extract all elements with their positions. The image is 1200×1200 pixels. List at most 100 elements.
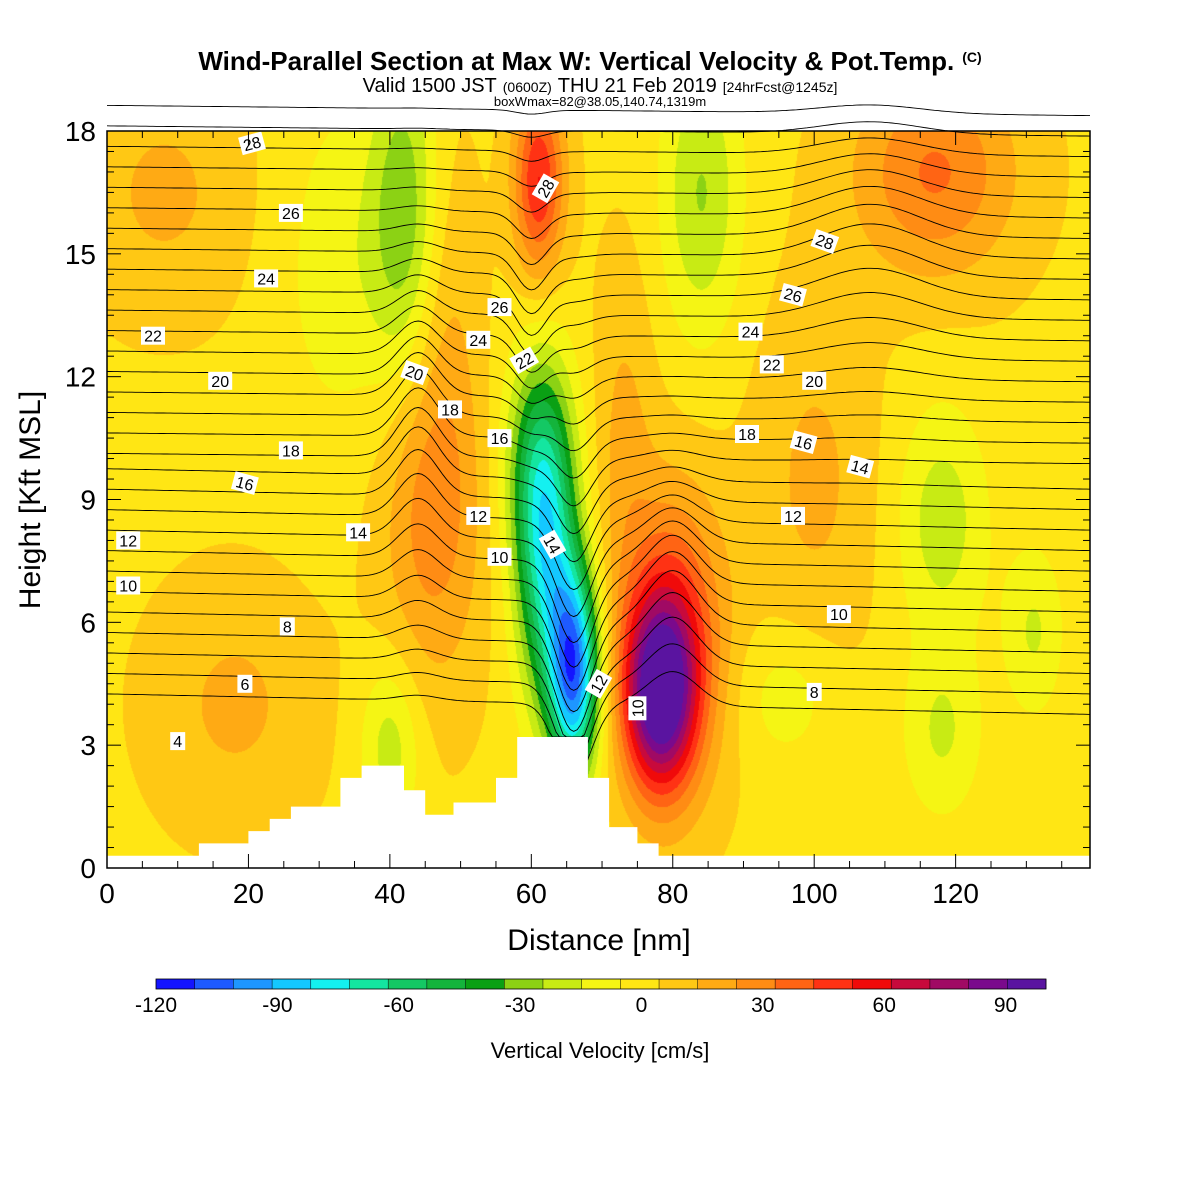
colorbar	[155, 978, 1047, 990]
contour-label-box	[238, 131, 266, 156]
contour-label-text: 14	[539, 533, 563, 557]
x-tick-label: 100	[791, 878, 838, 909]
contour-label-text: 24	[257, 271, 275, 288]
contour-label-text: 28	[535, 177, 559, 201]
contour-label: 18	[735, 425, 759, 444]
colorbar-swatch	[620, 979, 660, 989]
contour-label-box	[531, 173, 560, 204]
contour-label-box	[759, 355, 784, 374]
contour-label-box	[735, 425, 759, 443]
y-tick-label: 12	[65, 362, 96, 393]
colorbar-tick-label: 60	[873, 994, 896, 1017]
contour-label-text: 28	[242, 134, 264, 155]
contour-label-text: 10	[830, 607, 848, 624]
contour-label-text: 14	[849, 458, 871, 479]
contour-label: 20	[208, 371, 233, 391]
x-tick-label: 40	[374, 878, 405, 909]
isentrope-line	[107, 336, 1091, 404]
contour-label: 14	[346, 523, 371, 542]
chart-title-text: Wind-Parallel Section at Max W: Vertical…	[198, 46, 954, 76]
y-tick-label: 9	[80, 485, 96, 516]
contour-label-box	[826, 605, 851, 624]
contour-label: 12	[584, 668, 613, 699]
contour-label-text: 26	[282, 206, 300, 223]
contour-label: 28	[810, 228, 840, 255]
valid-time-line: Valid 1500 JST (0600Z) THU 21 Feb 2019 [24h…	[363, 75, 838, 97]
contour-label: 10	[628, 696, 647, 721]
y-tick-labels: 0 3 6 9 12 15 18	[65, 116, 96, 884]
colorbar-swatch	[233, 979, 273, 989]
contour-label-box	[278, 203, 303, 222]
copyright-mark: (C)	[962, 49, 981, 65]
contour-label-text: 16	[491, 431, 509, 448]
valid-utc: (0600Z)	[503, 79, 552, 95]
colorbar-tick-label: -30	[505, 994, 535, 1017]
contour-label-text: 6	[240, 677, 249, 694]
contour-label-box	[806, 682, 822, 701]
contour-label-box	[846, 454, 875, 479]
contour-label: 16	[789, 430, 818, 454]
isentrope-line	[106, 643, 1091, 744]
contour-label: 26	[278, 203, 303, 223]
contour-label-text: 18	[441, 402, 459, 419]
contour-label-box	[279, 617, 295, 636]
x-tick-label: 120	[932, 878, 979, 909]
y-axis-title: Height [Kft MSL]	[14, 391, 47, 609]
isentrope-line	[107, 203, 1090, 266]
contour-label: 22	[141, 326, 165, 346]
contour-label: 10	[487, 547, 512, 567]
isentrope-line	[106, 449, 1091, 563]
contour-label-text: 12	[588, 673, 612, 697]
isentrope-line	[107, 407, 1090, 507]
contour-label-box	[628, 696, 647, 721]
contour-label: 8	[806, 682, 822, 702]
colorbar-frame	[155, 978, 1047, 990]
contour-label-text: 12	[119, 533, 137, 550]
contour-label-box	[781, 506, 805, 525]
contour-label: 10	[116, 576, 141, 596]
y-tick-label: 0	[80, 853, 96, 884]
isentrope-line	[107, 290, 1090, 356]
valid-date: THU 21 Feb 2019	[558, 75, 717, 97]
colorbar-labels: -120 -90 -60 -30 0 30 60 90	[135, 994, 1017, 1017]
contour-label-text: 12	[784, 509, 802, 526]
contour-label-text: 8	[283, 619, 292, 636]
contour-label: 20	[400, 360, 429, 386]
colorbar-swatch	[426, 979, 466, 989]
colorbar-swatch	[388, 979, 428, 989]
isentrope-line	[106, 320, 1091, 389]
colorbar-swatch	[581, 979, 621, 989]
contour-label-box	[466, 330, 491, 349]
contour-label-box	[237, 674, 253, 693]
contour-label-box	[487, 429, 512, 448]
contour-label: 28	[238, 131, 266, 156]
contour-label-box	[278, 441, 303, 460]
contour-label: 10	[826, 605, 851, 624]
colorbar-tick-label: 0	[636, 994, 648, 1017]
y-tick-label: 3	[80, 730, 96, 761]
y-tick-label: 15	[65, 239, 96, 270]
contour-label-text: 20	[211, 374, 229, 391]
colorbar-swatch	[349, 979, 389, 989]
contour-label-box	[538, 529, 567, 560]
contour-label: 22	[759, 355, 784, 374]
x-axis-title: Distance [nm]	[507, 924, 690, 957]
colorbar-swatch	[891, 979, 931, 989]
contour-label-text: 26	[782, 286, 804, 307]
contour-label-text: 8	[810, 685, 819, 702]
colorbar-swatch	[272, 979, 312, 989]
terrain-mask	[107, 737, 1090, 868]
contour-label-text: 22	[763, 357, 781, 374]
isentrope-line	[106, 185, 1091, 239]
colorbar-swatch	[194, 979, 234, 989]
colorbar-swatch	[156, 979, 196, 989]
y-tick-label: 18	[65, 116, 96, 147]
contour-label: 8	[279, 617, 295, 636]
contour-label-box	[400, 360, 429, 386]
contour-label: 22	[509, 346, 540, 375]
contour-label: 26	[487, 298, 512, 317]
colorbar-swatch	[465, 979, 505, 989]
contour-label-box	[802, 371, 827, 390]
colorbar-swatch	[736, 979, 776, 989]
